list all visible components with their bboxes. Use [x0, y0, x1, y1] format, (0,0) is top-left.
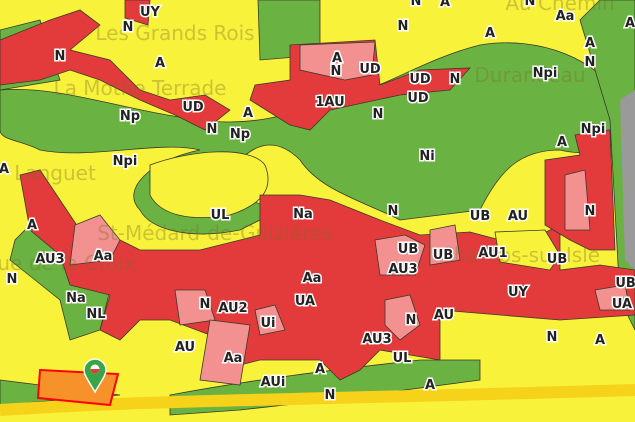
zone-label: Ui [260, 316, 275, 331]
zone-label: Npi [533, 66, 558, 81]
zone-label: AU2 [218, 301, 247, 316]
zone-label: A [315, 362, 325, 377]
zone-label: N [7, 272, 18, 287]
zone-label: UD [359, 62, 381, 77]
zone-label: AU [434, 308, 454, 323]
zone-label: UY [140, 5, 161, 20]
place-names: Les Grands Rois La Mothe Terrade Languet St… [0, 0, 615, 275]
zone-label: N [585, 55, 596, 70]
zone-label: Aa [556, 9, 575, 24]
zone-label: UBa [615, 276, 635, 291]
zone-label: A [440, 0, 450, 10]
zone-label: N [200, 297, 211, 312]
zone-label: AU3 [362, 332, 391, 347]
zone-label: Na [293, 207, 313, 222]
zone-label: N [525, 0, 536, 9]
selected-parcel[interactable] [36, 368, 120, 407]
zone-label: UA [295, 294, 315, 309]
zone-label: A [155, 56, 165, 71]
zone-label: N [406, 313, 417, 328]
zone-label: 1AU [315, 95, 344, 110]
main-road [0, 384, 635, 416]
zone-label: A [332, 51, 342, 66]
zone-label: UY [508, 285, 529, 300]
zone-label: N [331, 64, 342, 79]
zone-label: AU3 [388, 262, 417, 277]
zone-label: A [0, 162, 9, 177]
zone-label: UD [409, 72, 431, 87]
zone-label: Aa [224, 351, 243, 366]
zone-label: A [425, 378, 435, 393]
zone-label: A [557, 135, 567, 150]
place-name: Les Grands Rois [95, 21, 254, 45]
place-name: La Mothe Terrade [54, 76, 227, 100]
zone-label: N [123, 20, 134, 35]
zone-label: Aa [94, 249, 113, 264]
map-pin-icon[interactable] [83, 358, 107, 394]
zone-label: Npi [113, 154, 138, 169]
zone-label: Npi [581, 122, 606, 137]
place-name: St-Médard-de-Guizières [97, 221, 333, 245]
zone-label: UB [398, 242, 418, 257]
zone-label: Np [120, 109, 140, 124]
zone-label: N [450, 72, 461, 87]
zone-label: N [411, 0, 422, 9]
zone-label: UD [182, 100, 204, 115]
zone-label: N [547, 330, 558, 345]
zone-label: A [585, 36, 595, 51]
zone-label: UA [612, 297, 632, 312]
zone-label: Na [66, 291, 86, 306]
zone-label: AUi [261, 375, 286, 390]
zone-label: UB [433, 248, 453, 263]
zone-label: UB [470, 209, 490, 224]
place-name: Rue de la Croix [0, 251, 136, 275]
place-name: Au Chemin [505, 0, 614, 15]
zone-label: N [388, 204, 399, 219]
zone-label: Aa [303, 271, 322, 286]
urban-zones [0, 0, 635, 386]
zone-label: UD [407, 91, 429, 106]
place-name: Languet [14, 161, 96, 185]
zone-label: N [55, 49, 66, 64]
zone-label: NL [86, 307, 105, 322]
zone-label: N [585, 204, 596, 219]
zone-label: A [595, 333, 605, 348]
zone-label: N [373, 107, 384, 122]
place-name: Durandeau [474, 63, 585, 87]
zone-label: Ni [419, 149, 434, 164]
zone-label: A [625, 16, 635, 31]
place-name: Champs-sur-Isle [440, 243, 600, 267]
zone-label: AU3 [35, 252, 64, 267]
zone-label: N [325, 388, 336, 403]
zone-label: AU1 [478, 246, 507, 261]
zone-label: Np [230, 127, 250, 142]
zone-label: UL [393, 351, 412, 366]
zone-label: AU [175, 340, 195, 355]
zone-label: A [485, 26, 495, 41]
outside-area [620, 90, 635, 270]
zone-label: UB [547, 252, 567, 267]
zone-label: AU [508, 209, 528, 224]
zone-label: N [207, 122, 218, 137]
zone-label: A [243, 106, 253, 121]
zone-label: UL [211, 208, 230, 223]
zone-label: N [398, 19, 409, 34]
zone-label: A [27, 218, 37, 233]
